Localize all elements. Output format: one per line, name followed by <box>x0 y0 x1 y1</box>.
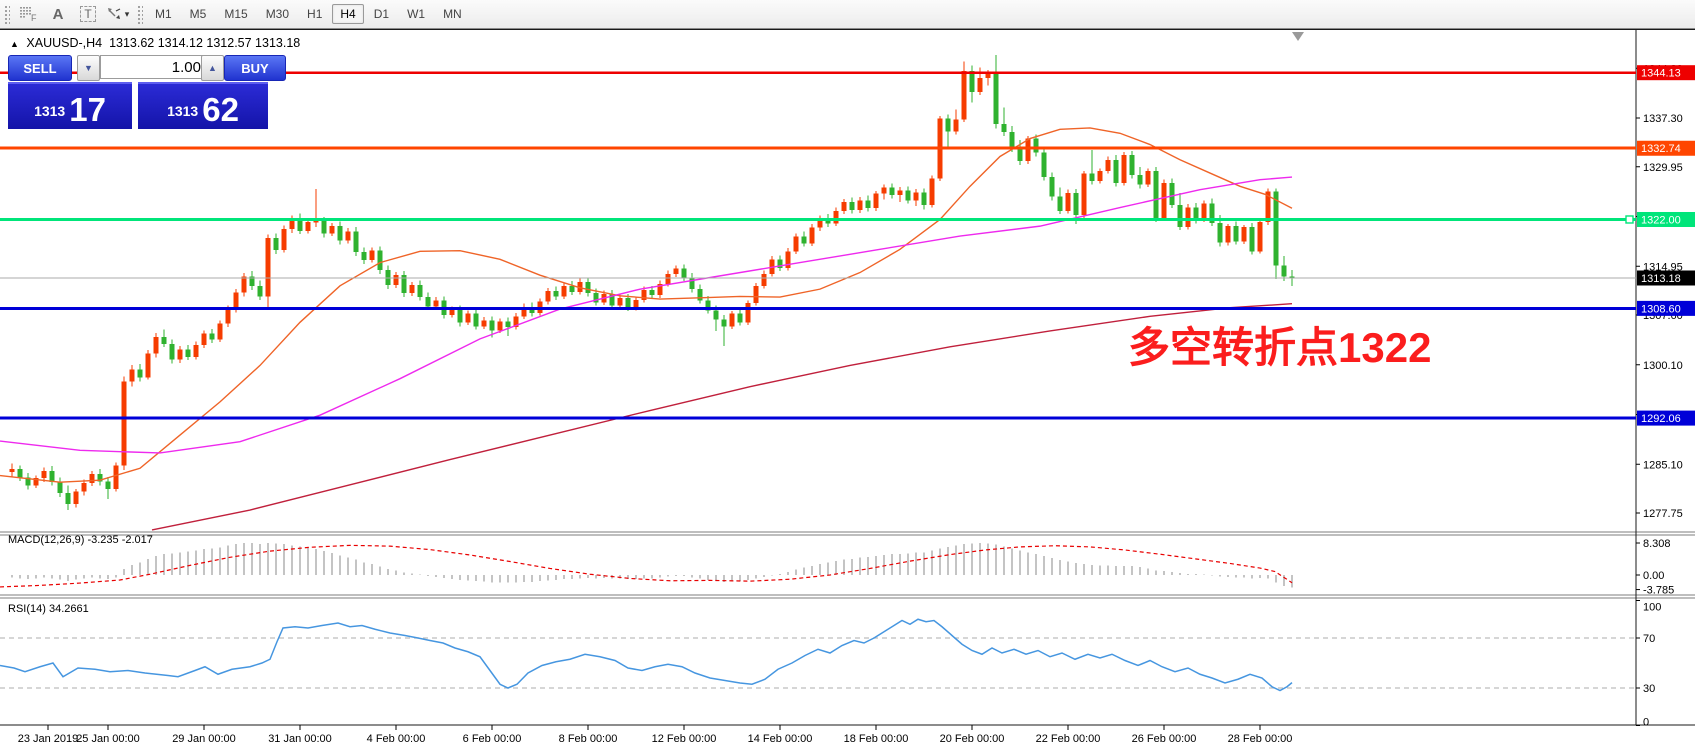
svg-text:1313.18: 1313.18 <box>1641 273 1681 285</box>
sell-price-main: 1313 <box>34 103 66 119</box>
symbol-name: XAUUSD-,H4 <box>26 36 103 50</box>
tf-button-mn[interactable]: MN <box>443 7 462 21</box>
tf-button-m30[interactable]: M30 <box>265 7 290 21</box>
svg-text:1322.00: 1322.00 <box>1641 214 1681 226</box>
dropdown-caret: ▾ <box>124 8 130 19</box>
svg-text:28 Feb 00:00: 28 Feb 00:00 <box>1228 733 1293 745</box>
volume-input[interactable] <box>100 55 208 79</box>
grid-f-icon[interactable]: F <box>15 2 41 26</box>
svg-text:1292.06: 1292.06 <box>1641 413 1681 425</box>
svg-text:4 Feb 00:00: 4 Feb 00:00 <box>367 733 426 745</box>
buy-price-pips: 62 <box>202 91 239 128</box>
svg-text:70: 70 <box>1643 633 1655 645</box>
tf-button-m15[interactable]: M15 <box>224 7 248 21</box>
grid-f-icon-svg: F <box>19 6 37 22</box>
one-click-trading-panel: SELL ▼ ▲ BUY 1313 17 1313 62 <box>8 55 286 129</box>
chart-annotation-text: 多空转折点1322 <box>1128 324 1432 371</box>
svg-text:8 Feb 00:00: 8 Feb 00:00 <box>559 733 618 745</box>
svg-text:26 Feb 00:00: 26 Feb 00:00 <box>1132 733 1197 745</box>
tf-button-d1[interactable]: D1 <box>373 7 390 21</box>
svg-text:18 Feb 00:00: 18 Feb 00:00 <box>844 733 909 745</box>
svg-text:1314.95: 1314.95 <box>1643 261 1683 273</box>
buy-price-main: 1313 <box>167 103 199 119</box>
text-label-icon[interactable]: T <box>75 2 101 26</box>
svg-text:1308.60: 1308.60 <box>1641 303 1681 315</box>
symbol-header: ▲ XAUUSD-,H4 1313.62 1314.12 1312.57 131… <box>10 36 300 50</box>
symbol-ohlc: 1313.62 1314.12 1312.57 1313.18 <box>109 36 301 50</box>
svg-text:30: 30 <box>1643 683 1655 695</box>
toolbar-grip[interactable] <box>3 4 10 24</box>
letter-a-icon[interactable]: A <box>52 5 64 23</box>
svg-text:100: 100 <box>1643 602 1661 614</box>
svg-text:RSI(14) 34.2661: RSI(14) 34.2661 <box>8 603 89 615</box>
svg-text:1300.10: 1300.10 <box>1643 360 1683 372</box>
svg-text:1329.95: 1329.95 <box>1643 162 1683 174</box>
svg-text:1285.10: 1285.10 <box>1643 459 1683 471</box>
svg-text:23 Jan 2019: 23 Jan 2019 <box>18 733 79 745</box>
svg-text:MACD(12,26,9) -3.235 -2.017: MACD(12,26,9) -3.235 -2.017 <box>8 534 153 546</box>
buy-button[interactable]: BUY <box>224 55 286 81</box>
tf-button-m5[interactable]: M5 <box>189 7 207 21</box>
svg-text:0.00: 0.00 <box>1643 570 1664 582</box>
tf-button-w1[interactable]: W1 <box>407 7 426 21</box>
buy-price-panel[interactable]: 1313 62 <box>138 82 268 129</box>
tf-button-h4[interactable]: H4 <box>332 4 364 24</box>
volume-down-button[interactable]: ▼ <box>77 55 100 81</box>
volume-up-button[interactable]: ▲ <box>201 55 224 81</box>
svg-text:25 Jan 00:00: 25 Jan 00:00 <box>76 733 140 745</box>
svg-text:0: 0 <box>1643 717 1649 729</box>
svg-text:-3.785: -3.785 <box>1643 585 1674 597</box>
svg-text:31 Jan 00:00: 31 Jan 00:00 <box>268 733 332 745</box>
svg-text:14 Feb 00:00: 14 Feb 00:00 <box>748 733 813 745</box>
svg-text:1337.30: 1337.30 <box>1643 113 1683 125</box>
tf-button-h1[interactable]: H1 <box>307 7 323 21</box>
svg-text:29 Jan 00:00: 29 Jan 00:00 <box>172 733 236 745</box>
objects-icon[interactable]: ▾ <box>105 2 131 26</box>
sell-button[interactable]: SELL <box>8 55 72 81</box>
collapse-arrow-icon[interactable]: ▲ <box>10 39 19 49</box>
svg-text:1277.75: 1277.75 <box>1643 508 1683 520</box>
svg-text:8.308: 8.308 <box>1643 538 1671 550</box>
svg-text:12 Feb 00:00: 12 Feb 00:00 <box>652 733 717 745</box>
svg-text:F: F <box>31 13 37 22</box>
toolbar: F A T ▾ M1 M5 M15 M30 H1 H4 D1 W1 MN <box>0 0 1695 29</box>
objects-icon-svg <box>107 8 121 19</box>
toolbar-grip-2[interactable] <box>136 4 143 24</box>
svg-text:1344.13: 1344.13 <box>1641 68 1681 80</box>
svg-text:6 Feb 00:00: 6 Feb 00:00 <box>463 733 522 745</box>
sell-price-panel[interactable]: 1313 17 <box>8 82 132 129</box>
svg-text:1332.74: 1332.74 <box>1641 143 1681 155</box>
svg-text:20 Feb 00:00: 20 Feb 00:00 <box>940 733 1005 745</box>
svg-text:22 Feb 00:00: 22 Feb 00:00 <box>1036 733 1101 745</box>
sell-price-pips: 17 <box>69 91 106 128</box>
chart-canvas[interactable]: 1344.801337.301329.951322.451314.951307.… <box>0 30 1695 751</box>
tf-button-m1[interactable]: M1 <box>155 7 172 21</box>
